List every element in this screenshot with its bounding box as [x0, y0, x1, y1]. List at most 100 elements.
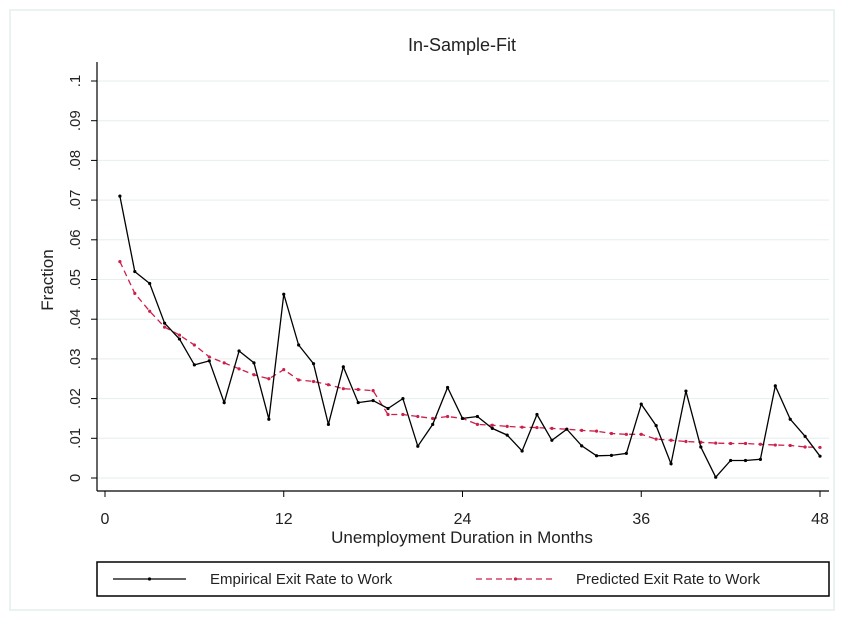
data-point [639, 402, 643, 406]
data-point [654, 437, 658, 441]
legend-entry: Predicted Exit Rate to Work [476, 571, 760, 588]
data-point [118, 194, 122, 198]
data-point [609, 431, 614, 436]
data-series [118, 194, 822, 479]
data-point [297, 343, 301, 347]
data-point [535, 425, 539, 430]
data-point [490, 423, 494, 427]
data-point [743, 441, 748, 446]
data-point [505, 424, 509, 428]
legend-entry: Empirical Exit Rate to Work [113, 571, 393, 588]
data-point [177, 337, 182, 341]
data-point [580, 428, 584, 432]
data-point [729, 441, 733, 446]
data-point [550, 426, 554, 430]
data-point [401, 412, 405, 417]
data-point [341, 365, 345, 369]
data-point [252, 373, 256, 377]
x-tick-label: 48 [811, 511, 829, 528]
data-point [282, 292, 286, 296]
legend-marker [147, 577, 152, 581]
data-point [788, 417, 792, 421]
legend-label: Empirical Exit Rate to Work [210, 571, 393, 588]
x-tick-label: 36 [632, 511, 650, 528]
y-tick-label: .04 [67, 309, 84, 330]
legend-label: Predicted Exit Rate to Work [576, 571, 760, 588]
data-point [446, 385, 450, 390]
data-point [729, 458, 733, 463]
data-point [177, 333, 182, 337]
data-point [416, 444, 420, 448]
data-point [609, 453, 614, 457]
data-point [654, 423, 658, 428]
series-empirical [118, 194, 822, 479]
data-point [520, 449, 524, 453]
legend-marker [513, 577, 518, 581]
y-tick-label: .1 [67, 75, 84, 88]
grid-lines [97, 80, 829, 479]
data-point [624, 432, 628, 436]
data-point [297, 378, 301, 382]
data-point [431, 416, 435, 421]
data-point [520, 425, 524, 429]
data-point [148, 309, 152, 313]
series-line [119, 261, 821, 449]
data-point [446, 414, 450, 419]
data-point [356, 387, 360, 392]
data-point [386, 412, 390, 417]
data-point [222, 400, 226, 405]
data-point [624, 451, 628, 455]
data-point [416, 414, 420, 419]
data-point [326, 422, 331, 427]
data-point [371, 389, 375, 393]
x-tick-label: 0 [101, 511, 110, 528]
data-point [341, 387, 345, 391]
y-tick-label: .08 [67, 150, 84, 171]
data-point [669, 462, 673, 466]
data-point [669, 438, 673, 442]
y-tick-label: .02 [67, 388, 84, 409]
data-point [490, 426, 494, 430]
y-axis-title: Fraction [38, 249, 57, 310]
legend-box [96, 561, 830, 597]
data-point [311, 362, 316, 366]
data-point [133, 269, 137, 274]
data-point [550, 438, 554, 442]
data-point [818, 445, 822, 450]
y-tick-label: 0 [67, 474, 84, 482]
x-tick-label: 24 [454, 511, 472, 528]
data-point [207, 355, 211, 359]
data-point [237, 349, 241, 353]
data-point [192, 343, 196, 347]
y-tick-label: .07 [67, 190, 84, 211]
data-point [743, 458, 748, 463]
data-point [818, 454, 822, 458]
data-point [192, 363, 196, 367]
data-point [639, 432, 643, 436]
data-point [684, 439, 688, 444]
data-point [133, 291, 137, 295]
data-point [162, 325, 167, 329]
y-tick-label: .05 [67, 269, 84, 290]
axes: 0 .01 .02 .03 .04 .05 .06 .07 .08 .09 .1 0 12 24 36 48 [67, 62, 829, 528]
data-point [386, 406, 390, 411]
data-point [594, 429, 599, 433]
data-point [714, 475, 718, 479]
data-point [773, 384, 777, 388]
data-point [162, 321, 167, 325]
data-point [371, 398, 375, 403]
data-point [401, 397, 405, 401]
y-tick-label: .09 [67, 110, 84, 131]
data-point [252, 361, 256, 365]
data-point [267, 417, 271, 421]
data-point [460, 416, 465, 421]
data-point [311, 379, 316, 384]
y-tick-label: .06 [67, 229, 84, 250]
data-point [565, 427, 569, 431]
data-point [505, 433, 509, 437]
y-tick-label: .03 [67, 348, 84, 369]
data-point [222, 361, 226, 365]
data-point [475, 422, 479, 427]
